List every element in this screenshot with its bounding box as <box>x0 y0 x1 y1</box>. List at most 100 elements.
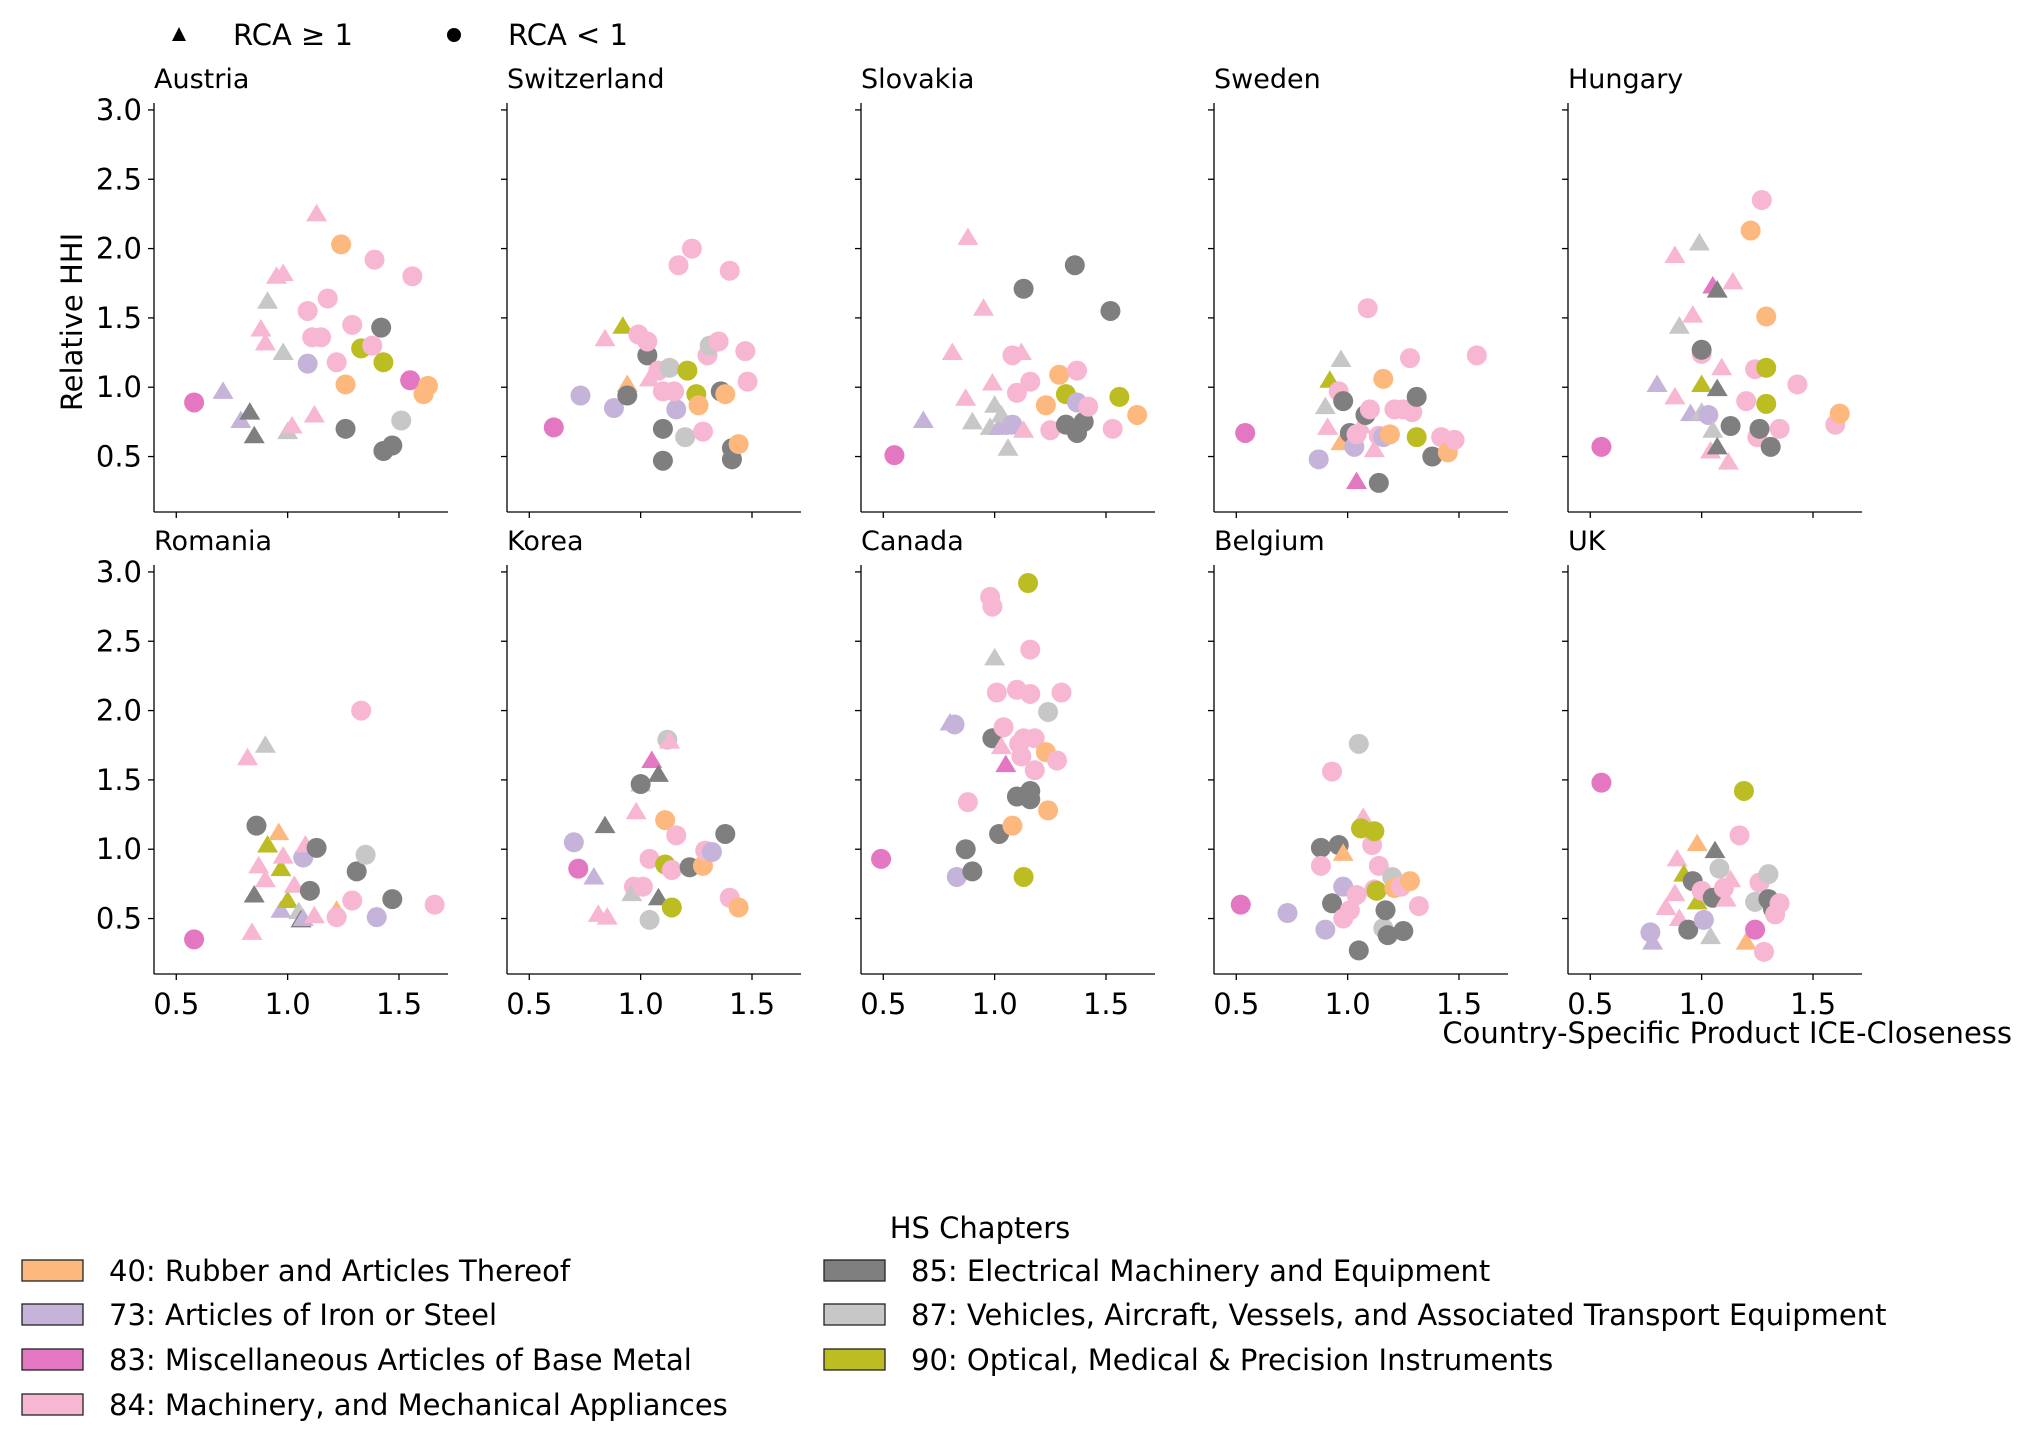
chapter-legend: 40: Rubber and Articles Thereof 73: Artic… <box>21 1254 1886 1422</box>
panel-sweden: Sweden <box>1208 64 1508 518</box>
point-rca-lt1-ch73 <box>1698 404 1719 425</box>
legend-label-ch73: 73: Articles of Iron or Steel <box>109 1298 497 1332</box>
point-rca-lt1-ch85 <box>652 418 673 439</box>
point-rca-lt1-ch73 <box>1002 414 1023 435</box>
point-rca-lt1-ch85 <box>962 861 983 882</box>
legend-swatch-ch87 <box>823 1303 886 1326</box>
panel-uk: UK 0.5 1.0 1.5 <box>1562 526 1862 1021</box>
point-rca-lt1-ch87 <box>1038 701 1059 722</box>
point-rca-ge1-ch73 <box>1642 932 1664 950</box>
point-rca-ge1-ch40 <box>1686 833 1708 852</box>
point-rca-ge1-ch85 <box>239 402 261 420</box>
y-tick-label: 0.5 <box>96 902 142 936</box>
point-rca-ge1-ch90 <box>257 835 279 853</box>
panel-title: Austria <box>154 64 249 95</box>
point-rca-lt1-ch84 <box>1787 374 1808 395</box>
point-rca-ge1-ch84 <box>1711 357 1733 376</box>
panel-hungary: Hungary <box>1562 64 1862 518</box>
point-rca-lt1-ch84 <box>1751 190 1772 211</box>
point-rca-lt1-ch83 <box>884 445 905 466</box>
point-rca-lt1-ch84 <box>1020 639 1041 660</box>
point-rca-ge1-ch90 <box>1686 891 1708 910</box>
legend-swatch-ch84 <box>21 1393 84 1416</box>
point-rca-ge1-ch87 <box>961 411 983 430</box>
point-rca-lt1-ch90 <box>661 897 682 918</box>
x-tick-label: 1.0 <box>972 987 1018 1021</box>
x-tick-label: 1.0 <box>1325 987 1371 1021</box>
x-tick-label: 1.5 <box>1083 987 1129 1021</box>
point-rca-lt1-ch84 <box>302 327 323 348</box>
point-rca-lt1-ch40 <box>1038 800 1059 821</box>
x-tick-label: 0.5 <box>860 987 906 1021</box>
point-rca-ge1-ch87 <box>1314 396 1336 415</box>
point-rca-ge1-ch84 <box>1664 245 1686 264</box>
point-rca-ge1-ch87 <box>621 883 643 902</box>
point-rca-lt1-ch40 <box>715 384 736 405</box>
point-rca-ge1-ch83 <box>1346 471 1368 489</box>
point-rca-ge1-ch84 <box>1682 305 1704 323</box>
point-rca-ge1-ch85 <box>647 887 669 906</box>
point-rca-lt1-ch84 <box>1408 896 1429 917</box>
point-rca-ge1-ch87 <box>1702 420 1724 438</box>
panel-korea: Korea 0.5 1.0 1.5 <box>501 526 801 1021</box>
point-rca-lt1-ch90 <box>1756 393 1777 414</box>
panel-romania: Romania 0.5 1.0 1.5 2.0 2.5 3.0 0.5 1.0 1.5 <box>96 526 448 1021</box>
y-tick-label: 1.5 <box>96 763 142 797</box>
point-rca-ge1-ch73 <box>212 381 234 399</box>
panel-title: Romania <box>154 526 272 557</box>
point-rca-lt1-ch85 <box>1322 893 1343 914</box>
point-rca-ge1-ch84 <box>1317 417 1339 435</box>
rca-ge1-triangle-icon <box>172 27 186 41</box>
point-rca-lt1-ch84 <box>1040 420 1061 441</box>
point-rca-lt1-ch40 <box>728 434 749 455</box>
point-rca-ge1-ch84 <box>1664 883 1686 902</box>
point-rca-lt1-ch40 <box>335 374 356 395</box>
x-tick-label: 1.5 <box>1790 987 1836 1021</box>
point-rca-ge1-ch84 <box>306 203 328 222</box>
point-rca-lt1-ch84 <box>1006 382 1027 403</box>
point-rca-lt1-ch40 <box>688 395 709 416</box>
point-rca-lt1-ch85 <box>335 418 356 439</box>
point-rca-lt1-ch90 <box>1109 386 1130 407</box>
point-rca-lt1-ch85 <box>1375 900 1396 921</box>
point-rca-ge1-ch73 <box>988 417 1010 435</box>
point-rca-lt1-ch84 <box>1400 348 1420 369</box>
point-rca-ge1-ch84 <box>1717 452 1739 470</box>
point-rca-lt1-ch40 <box>331 234 352 255</box>
point-rca-lt1-ch40 <box>1829 403 1850 424</box>
panel-title: UK <box>1568 526 1607 557</box>
point-rca-lt1-ch85 <box>371 317 392 338</box>
point-rca-lt1-ch85 <box>652 450 673 471</box>
point-rca-lt1-ch84 <box>1047 750 1067 771</box>
point-rca-lt1-ch84 <box>362 335 383 356</box>
rca-ge1-label: RCA ≥ 1 <box>233 18 353 52</box>
point-rca-ge1-ch84 <box>1655 897 1677 915</box>
point-rca-lt1-ch84 <box>737 371 758 392</box>
legend-title: HS Chapters <box>890 1211 1071 1245</box>
point-rca-lt1-ch40 <box>1049 364 1070 385</box>
rca-lt1-circle-icon <box>447 28 461 42</box>
point-rca-ge1-ch84 <box>254 332 276 351</box>
point-rca-ge1-ch84 <box>303 905 325 924</box>
point-rca-ge1-ch87 <box>984 647 1006 666</box>
rca-lt1-label: RCA < 1 <box>508 18 628 52</box>
point-rca-lt1-ch84 <box>719 260 740 281</box>
point-rca-ge1-ch84 <box>272 263 294 282</box>
point-rca-ge1-ch84 <box>981 373 1003 391</box>
y-tick-label: 1.0 <box>96 370 142 404</box>
y-tick-label: 3.0 <box>96 555 142 589</box>
point-rca-lt1-ch90 <box>1018 573 1039 594</box>
point-rca-lt1-ch84 <box>351 700 372 721</box>
point-rca-lt1-ch87 <box>675 427 696 448</box>
point-rca-lt1-ch85 <box>1760 436 1781 457</box>
point-rca-lt1-ch85 <box>1020 789 1041 810</box>
point-rca-lt1-ch84 <box>1078 396 1099 417</box>
point-rca-ge1-ch83 <box>641 750 663 768</box>
panel-title: Belgium <box>1214 526 1325 557</box>
point-rca-ge1-ch84 <box>303 404 325 423</box>
point-rca-lt1-ch90 <box>1733 780 1754 801</box>
point-rca-lt1-ch73 <box>563 832 584 853</box>
y-tick-label: 1.5 <box>96 301 142 335</box>
point-rca-lt1-ch84 <box>668 255 689 276</box>
y-tick-label: 2.5 <box>96 162 142 196</box>
